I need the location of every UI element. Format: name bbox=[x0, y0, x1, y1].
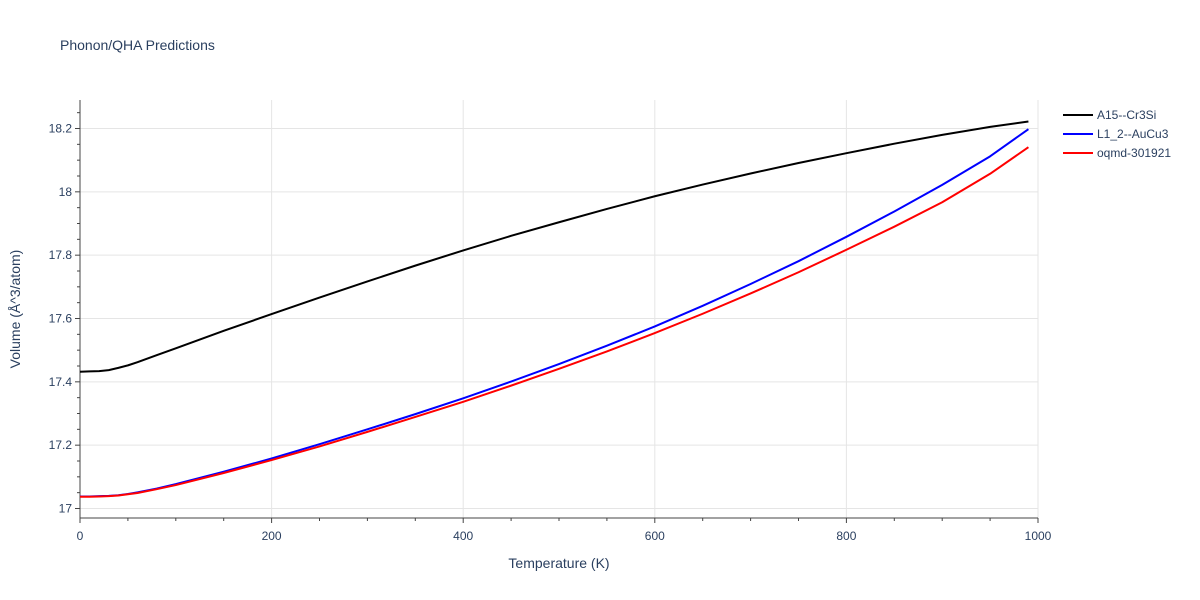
x-tick-label: 600 bbox=[645, 529, 665, 543]
series-line-1 bbox=[79, 120, 1029, 373]
y-tick-label: 17 bbox=[59, 502, 73, 516]
x-tick-label: 0 bbox=[77, 529, 84, 543]
y-tick-label: 17.6 bbox=[49, 312, 73, 326]
y-tick-label: 17.4 bbox=[49, 375, 73, 389]
axes bbox=[75, 100, 1039, 523]
x-tick-label: 400 bbox=[453, 529, 473, 543]
y-tick-label: 18.2 bbox=[49, 122, 73, 136]
y-tick-label: 17.2 bbox=[49, 438, 73, 452]
x-tick-label: 800 bbox=[836, 529, 856, 543]
chart-title: Phonon/QHA Predictions bbox=[60, 37, 215, 53]
legend-label-1: A15--Cr3Si bbox=[1097, 108, 1156, 122]
plot-area bbox=[79, 120, 1029, 498]
legend-label-2: L1_2--AuCu3 bbox=[1097, 127, 1169, 141]
series-line-2 bbox=[80, 128, 1029, 498]
y-tick-label: 18 bbox=[59, 185, 73, 199]
legend-label-3: oqmd-301921 bbox=[1097, 146, 1171, 160]
legend[interactable]: A15--Cr3Si L1_2--AuCu3 oqmd-301921 bbox=[1063, 108, 1171, 160]
x-tick-label: 1000 bbox=[1025, 529, 1052, 543]
y-axis-title: Volume (Å^3/atom) bbox=[7, 250, 23, 369]
series-line-3 bbox=[80, 146, 1029, 498]
x-axis-title: Temperature (K) bbox=[508, 555, 609, 571]
grid-lines bbox=[80, 100, 1039, 518]
x-tick-label: 200 bbox=[262, 529, 282, 543]
y-tick-label: 17.8 bbox=[49, 248, 73, 262]
tick-labels: 0 200 400 600 800 1000 17 17.2 17.4 17.6 17.8 18 18.… bbox=[49, 122, 1052, 544]
